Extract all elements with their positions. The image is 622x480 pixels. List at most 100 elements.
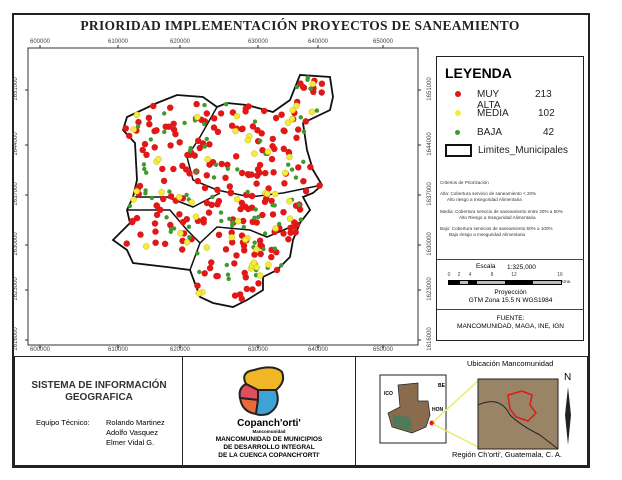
muy-alta-point [251,251,258,258]
team-member: Elmer Vidal G. [106,438,155,447]
media-point [289,107,296,114]
muy-alta-point [167,221,174,229]
media-point [194,113,201,121]
muy-alta-point [167,104,174,111]
muy-alta-point [129,218,136,226]
media-point [293,102,300,109]
muy-alta-point [231,292,239,299]
muy-alta-point [280,145,287,152]
muy-alta-point [123,240,130,247]
scale-tick-label: 0 [447,272,451,278]
copanchorti-logo [238,366,285,416]
muy-alta-point [302,118,309,125]
muy-alta-point [137,231,144,238]
muy-alta-point [244,171,252,178]
scale-tick-label: 4 [468,272,472,278]
muy-alta-point [285,236,292,243]
baja-point [314,108,320,113]
y-tick-label: 1630000 [427,232,433,256]
media-point [286,215,294,222]
y-tick-label: 1623000 [427,277,433,301]
muy-alta-point [269,211,277,218]
baja-point [223,102,229,107]
baja-point [210,194,215,200]
baja-point [148,137,153,142]
baja-point [167,189,172,194]
muy-alta-point [224,161,231,168]
baja-point [277,221,282,227]
org-line: DE LA CUENCA COPANCH'ORTI' [218,452,320,459]
muy-alta-point [260,107,268,115]
muy-alta-point [222,246,230,253]
y-tick-label: 1644000 [427,132,433,156]
muy-alta-point [254,127,261,134]
legend-panel [436,56,584,341]
baja-point [202,121,207,127]
x-tick-label: 600000 [29,39,51,45]
muy-alta-point [152,239,159,246]
team-member: Adolfo Vasquez [106,428,158,437]
criteria-line: Alta: Cobertura servicio de saneamiento … [440,191,537,196]
muy-alta-point [231,260,238,267]
municipal-boundary [127,209,301,245]
media-point [183,238,191,246]
baja-point [127,203,133,209]
muy-alta-point [206,264,214,272]
muy-alta-point [238,295,245,303]
muy-alta-point [292,229,299,236]
muy-alta-point [218,160,225,168]
muy-alta-point [318,89,325,96]
muy-alta-point [213,272,220,280]
baja-point [298,115,303,120]
muy-alta-point [257,242,264,249]
media-point [203,244,211,251]
baja-point [187,148,193,153]
system-subtitle: GEOGRAFICA [65,392,133,403]
baja-point [289,167,295,172]
media-point [257,272,264,279]
muy-alta-point [194,177,201,185]
x-tick-label: 630000 [247,347,269,353]
muy-alta-point [201,184,209,192]
muy-alta-point [151,144,158,151]
y-tick-label: 1630000 [13,232,19,256]
muy-alta-point [273,266,281,274]
muy-alta-point [214,186,221,193]
criteria-line: Bajo: Cobertura servicios de saneamiento… [440,226,553,231]
x-tick-label: 640000 [307,39,329,45]
baja-point [184,192,189,198]
legend-item-muy-alta: MUY ALTA 213 [455,89,552,111]
baja-point [253,207,258,212]
media-point [272,190,279,198]
muy-alta-point [268,197,275,205]
baja-point [171,226,177,231]
baja-point [162,129,167,135]
baja-point [227,216,232,221]
muy-alta-point [268,253,275,261]
scale-ratio: 1:325,000 [507,264,536,271]
muy-alta-point [196,144,203,152]
baja-point [142,166,147,172]
media-point [188,199,195,206]
baja-point [230,220,236,225]
projection-label: Proyección [494,289,527,296]
muy-alta-point [141,140,149,148]
y-tick-label: 1644000 [13,132,19,156]
location-title: Ubicación Mancomunidad [467,359,554,368]
muy-alta-point [176,139,183,146]
media-point [251,150,258,157]
media-point [228,234,236,241]
muy-alta-point [182,166,190,173]
location-caption: Región Ch'orti', Guatemala, C. A. [452,450,562,459]
baja-point [204,136,209,142]
muy-alta-point [242,203,249,210]
scale-unit: Kms. [561,279,572,284]
muy-alta-point [153,211,161,218]
media-point [286,197,293,205]
muy-alta-point [222,174,229,181]
media-point [130,126,137,133]
muy-alta-point [280,209,287,216]
divider [437,309,584,310]
x-tick-label: 600000 [29,347,51,353]
y-tick-label: 1637000 [13,182,19,206]
